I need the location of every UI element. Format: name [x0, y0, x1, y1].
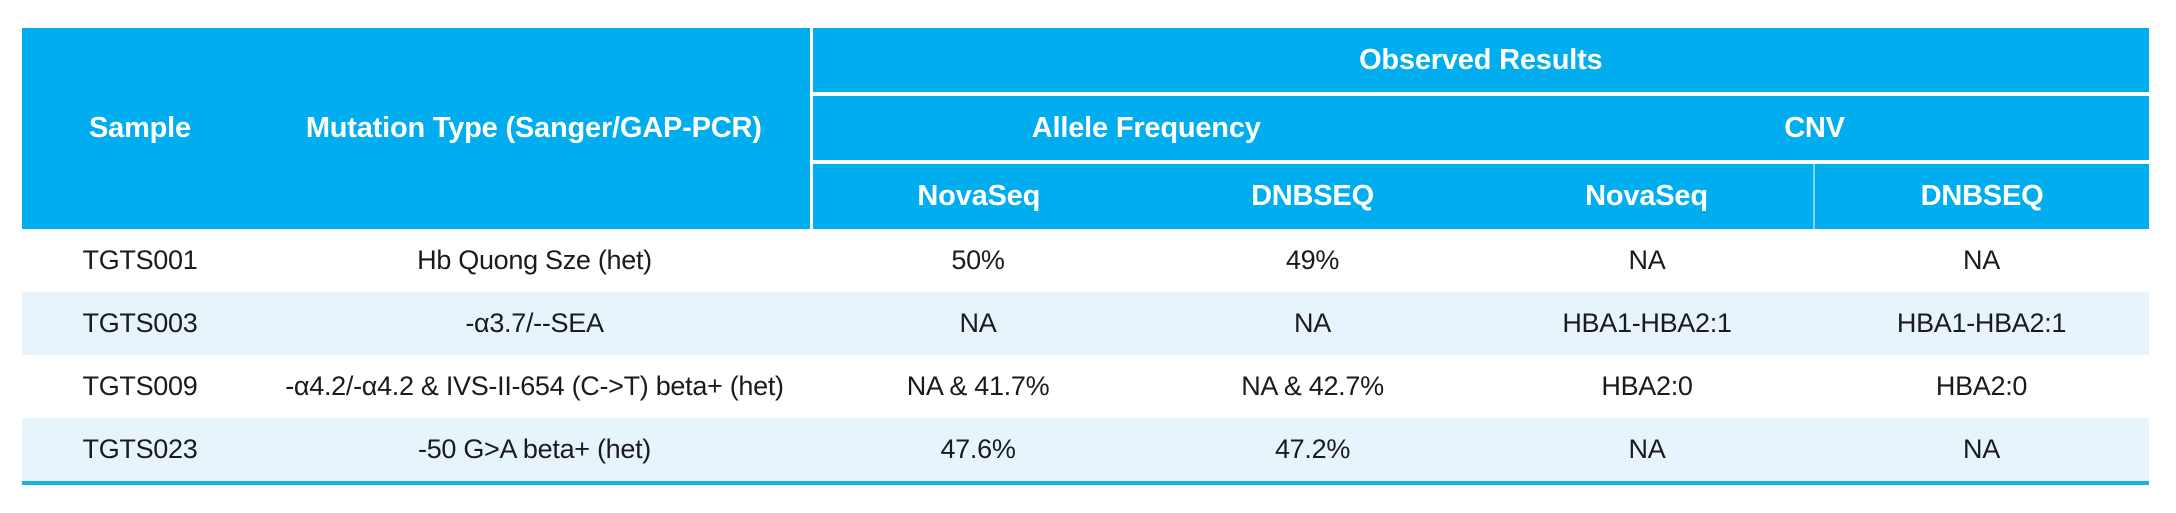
- column-header-cnv-novaseq: NovaSeq: [1480, 160, 1814, 229]
- column-header-af-dnbseq: DNBSEQ: [1145, 160, 1480, 229]
- cell-af-novaseq: 47.6%: [811, 418, 1145, 485]
- results-table-container: Sample Mutation Type (Sanger/GAP-PCR) Ob…: [22, 28, 2150, 485]
- table-row: TGTS023 -50 G>A beta+ (het) 47.6% 47.2% …: [22, 418, 2150, 485]
- column-header-mutation-type: Mutation Type (Sanger/GAP-PCR): [258, 28, 811, 229]
- cell-mutation-type: -α3.7/--SEA: [258, 292, 811, 355]
- cell-af-dnbseq: NA & 42.7%: [1145, 355, 1480, 418]
- table-header: Sample Mutation Type (Sanger/GAP-PCR) Ob…: [22, 28, 2150, 229]
- cell-af-novaseq: NA: [811, 292, 1145, 355]
- column-header-af-novaseq: NovaSeq: [809, 160, 1145, 229]
- table-row: TGTS003 -α3.7/--SEA NA NA HBA1-HBA2:1 HB…: [22, 292, 2150, 355]
- cell-af-novaseq: 50%: [811, 229, 1145, 292]
- cell-sample: TGTS003: [22, 292, 258, 355]
- cell-sample: TGTS023: [22, 418, 258, 485]
- column-header-sample: Sample: [22, 28, 258, 229]
- cell-sample: TGTS001: [22, 229, 258, 292]
- cell-af-dnbseq: 47.2%: [1145, 418, 1480, 485]
- cell-sample: TGTS009: [22, 355, 258, 418]
- header-row-groups: Allele Frequency CNV: [22, 92, 2150, 162]
- cell-af-dnbseq: NA: [1145, 292, 1480, 355]
- cell-mutation-type: -α4.2/-α4.2 & IVS-II-654 (C->T) beta+ (h…: [258, 355, 811, 418]
- cell-cnv-novaseq: HBA2:0: [1480, 355, 1814, 418]
- header-row-top: Sample Mutation Type (Sanger/GAP-PCR) Ob…: [22, 28, 2150, 229]
- cell-cnv-dnbseq: NA: [1814, 418, 2150, 485]
- results-table: Sample Mutation Type (Sanger/GAP-PCR) Ob…: [22, 28, 2150, 485]
- table-body: TGTS001 Hb Quong Sze (het) 50% 49% NA NA…: [22, 229, 2150, 485]
- column-header-cnv: CNV: [1480, 92, 2150, 162]
- cell-cnv-novaseq: NA: [1480, 229, 1814, 292]
- cell-cnv-novaseq: NA: [1480, 418, 1814, 485]
- cell-cnv-novaseq: HBA1-HBA2:1: [1480, 292, 1814, 355]
- column-header-observed-results: Observed Results: [809, 28, 2150, 94]
- header-row-platforms: NovaSeq DNBSEQ NovaSeq DNBSEQ: [22, 160, 2150, 229]
- column-header-cnv-dnbseq: DNBSEQ: [1812, 160, 2150, 229]
- cell-mutation-type: Hb Quong Sze (het): [258, 229, 811, 292]
- cell-cnv-dnbseq: HBA2:0: [1814, 355, 2150, 418]
- cell-af-dnbseq: 49%: [1145, 229, 1480, 292]
- table-row: TGTS001 Hb Quong Sze (het) 50% 49% NA NA: [22, 229, 2150, 292]
- cell-cnv-dnbseq: HBA1-HBA2:1: [1814, 292, 2150, 355]
- cell-mutation-type: -50 G>A beta+ (het): [258, 418, 811, 485]
- table-row: TGTS009 -α4.2/-α4.2 & IVS-II-654 (C->T) …: [22, 355, 2150, 418]
- column-header-allele-frequency: Allele Frequency: [809, 92, 1480, 162]
- cell-af-novaseq: NA & 41.7%: [811, 355, 1145, 418]
- cell-cnv-dnbseq: NA: [1814, 229, 2150, 292]
